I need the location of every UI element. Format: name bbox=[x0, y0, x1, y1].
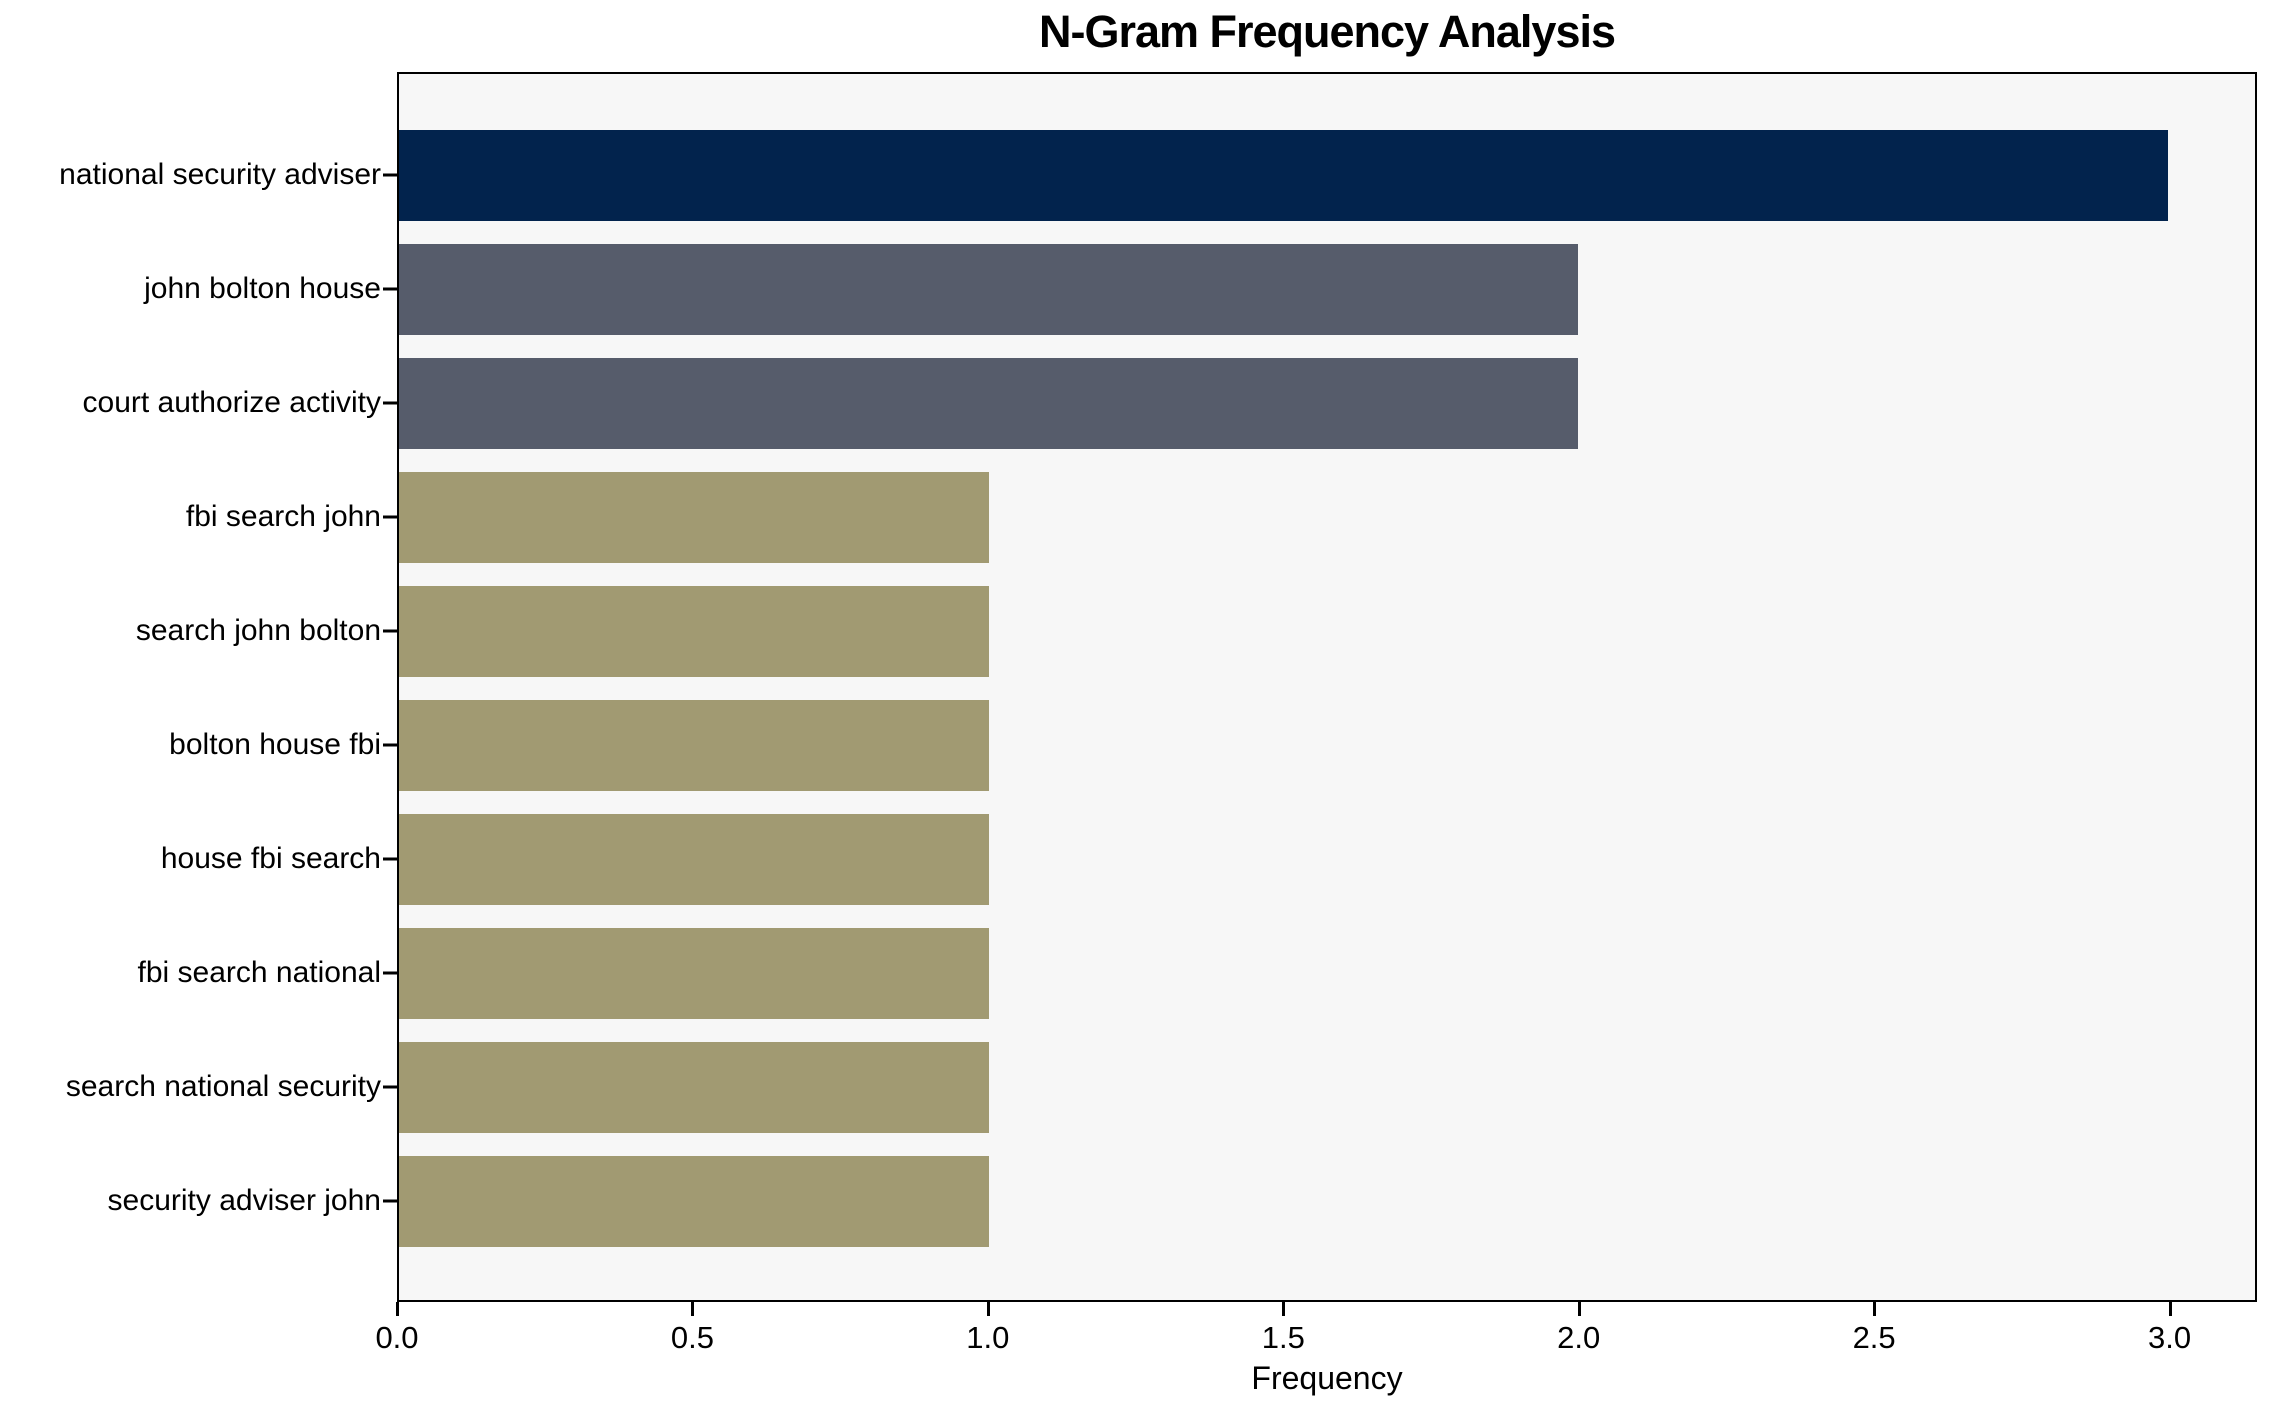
x-tick-label: 0.0 bbox=[375, 1320, 419, 1355]
bar bbox=[399, 129, 2168, 221]
x-tick-mark bbox=[1577, 1302, 1581, 1316]
x-tick-mark bbox=[2168, 1302, 2172, 1316]
x-axis: 0.0 0.5 1.0 1.5 2.0 2.5 3.0 bbox=[375, 1302, 2257, 1364]
x-tick-label: 0.5 bbox=[670, 1320, 714, 1355]
bar-row: court authorize activity bbox=[83, 346, 2255, 460]
y-tick-label: search john bolton bbox=[135, 614, 381, 647]
y-tick-label: security adviser john bbox=[107, 1184, 381, 1217]
bar bbox=[399, 243, 1579, 335]
x-tick-label: 3.0 bbox=[2147, 1320, 2192, 1355]
y-tick-mark bbox=[383, 743, 397, 747]
bar bbox=[399, 357, 1579, 449]
bar-row: john bolton house bbox=[144, 232, 2255, 346]
bar-row: fbi search national bbox=[138, 916, 2255, 1030]
bar bbox=[399, 585, 989, 677]
y-tick-mark bbox=[383, 515, 397, 519]
y-tick-label: fbi search national bbox=[137, 956, 382, 989]
bar-row: bolton house fbi bbox=[169, 688, 2255, 802]
x-tick-mark bbox=[691, 1302, 695, 1316]
y-tick-mark bbox=[383, 287, 397, 291]
y-tick-mark bbox=[383, 173, 397, 177]
y-tick-label: fbi search john bbox=[185, 500, 381, 533]
x-tick-label: 2.5 bbox=[1852, 1320, 1896, 1355]
y-tick-mark bbox=[383, 629, 397, 633]
x-tick-mark bbox=[396, 1302, 399, 1316]
plot-area: national security adviser john bolton hou… bbox=[59, 72, 2257, 1302]
x-axis-label: Frequency bbox=[1251, 1360, 1403, 1396]
y-tick-mark bbox=[383, 1085, 397, 1089]
y-tick-mark bbox=[383, 1199, 397, 1203]
y-tick-label: john bolton house bbox=[144, 272, 381, 305]
y-tick-mark bbox=[383, 857, 397, 861]
x-tick-label: 2.0 bbox=[1557, 1320, 1601, 1355]
bar bbox=[399, 927, 989, 1019]
bar-row: national security adviser bbox=[59, 118, 2255, 232]
y-tick-mark bbox=[383, 401, 397, 405]
bar bbox=[399, 1155, 989, 1247]
bar bbox=[399, 813, 989, 905]
y-tick-mark bbox=[383, 971, 397, 975]
x-tick-mark bbox=[1873, 1302, 1877, 1316]
bar-row: search national security bbox=[66, 1030, 2255, 1144]
y-tick-label: search national security bbox=[65, 1070, 381, 1103]
bar-row: house fbi search bbox=[161, 802, 2255, 916]
chart-title: N-Gram Frequency Analysis bbox=[1038, 6, 1616, 57]
bar-row: fbi search john bbox=[186, 460, 2255, 574]
bar-row: search john bolton bbox=[136, 574, 2255, 688]
bar-row: security adviser john bbox=[108, 1144, 2255, 1258]
bar bbox=[399, 1041, 989, 1133]
x-tick-label: 1.5 bbox=[1261, 1320, 1305, 1355]
x-tick-label: 1.0 bbox=[966, 1320, 1010, 1355]
x-tick-mark bbox=[986, 1302, 990, 1316]
y-tick-label: national security adviser bbox=[59, 158, 381, 191]
y-tick-label: bolton house fbi bbox=[169, 728, 381, 761]
bar bbox=[399, 471, 989, 563]
x-tick-mark bbox=[1282, 1302, 1286, 1316]
y-tick-label: court authorize activity bbox=[82, 386, 381, 419]
bar bbox=[399, 699, 989, 791]
y-tick-label: house fbi search bbox=[160, 842, 381, 875]
